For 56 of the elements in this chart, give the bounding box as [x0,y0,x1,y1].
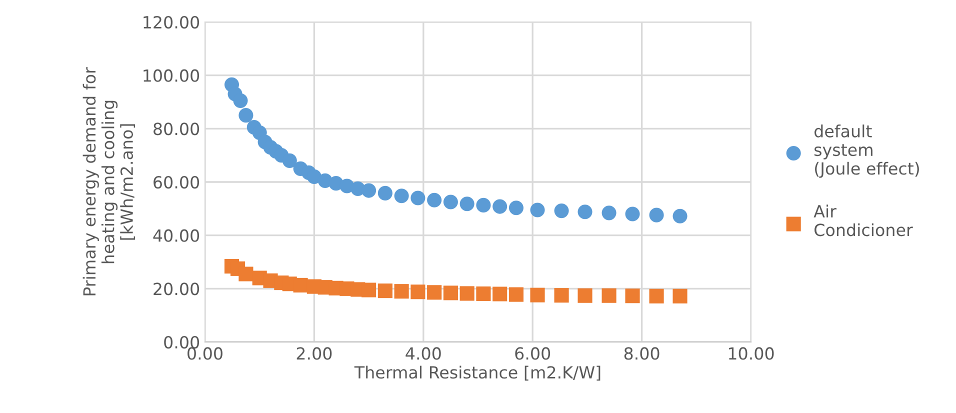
legend-label: Air Condicioner [814,204,913,236]
y-axis-title: Primary energy demand for heating and cooling [kWh/m2.ano] [82,67,135,296]
point [578,204,592,220]
y-tick-label: 100.00 [144,69,200,82]
point [625,288,640,304]
point [554,204,569,218]
x-tick-label: 10.00 [728,347,774,360]
point [578,288,592,303]
point [293,278,308,292]
point [508,200,524,216]
point [492,199,508,214]
point [649,208,664,222]
point [427,192,442,208]
point [672,288,688,304]
point [460,286,474,301]
point [554,288,569,303]
point [443,286,458,300]
x-tick-label: 8.00 [624,347,660,360]
y-tick-label: 40.00 [153,229,200,242]
point [362,282,376,298]
point [492,286,508,302]
point [282,153,297,168]
point [238,108,254,123]
point [602,288,616,303]
point [672,208,688,224]
y-tick-label: 20.00 [154,282,200,296]
y-tick-label: 60.00 [154,176,200,189]
point [427,285,442,300]
point [460,196,474,212]
y-tick-label: 80.00 [154,122,200,136]
point [602,206,616,220]
point [649,288,664,304]
point [508,287,524,302]
point [410,284,426,300]
x-tick-label: 2.00 [296,347,332,360]
y-tick-label: 120.00 [144,16,200,29]
point [394,284,409,299]
point [530,288,545,302]
point [625,206,640,222]
point [378,186,392,200]
point [443,194,458,210]
point [476,198,491,212]
legend-label: default system (Joule effect) [814,124,919,178]
point [476,286,491,302]
point [378,284,392,298]
point [410,190,426,206]
x-tick-label: 4.00 [406,347,441,360]
x-axis-title: Thermal Resistance [m2.K/W] [354,366,600,381]
y-tick-label: 0.00 [164,336,200,349]
x-tick-label: 0.00 [188,347,222,360]
point [362,183,376,198]
point [233,93,248,108]
point [530,202,545,218]
point [238,266,254,282]
point [394,188,409,204]
x-tick-label: 6.00 [515,347,550,360]
